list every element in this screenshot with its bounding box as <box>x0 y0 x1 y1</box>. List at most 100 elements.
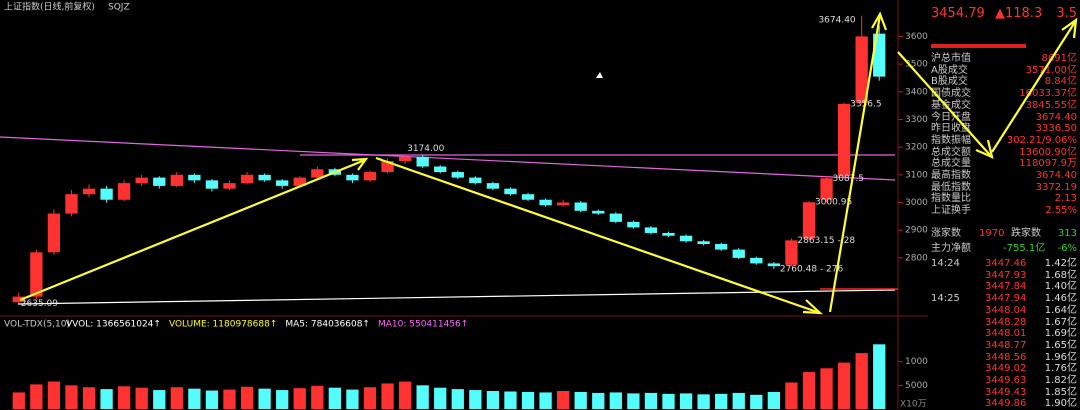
tick-row: 14:24 3447.46 1.42亿 <box>931 258 1077 270</box>
tick-row: 3449.63 1.82亿 <box>931 375 1077 387</box>
volume-bar <box>434 387 447 409</box>
price-annotation: 3087.5 <box>833 174 865 184</box>
candle-body <box>855 36 868 103</box>
volume-bar <box>311 385 324 409</box>
text: 3449.86 <box>985 398 1027 410</box>
text: 3.5 <box>1056 6 1077 21</box>
text: 1.85亿 <box>1044 386 1077 398</box>
stat-row: B股成交 8.84亿 <box>931 76 1077 88</box>
volume-bar <box>223 389 236 409</box>
volume-bar <box>328 387 342 409</box>
volume-bar <box>662 393 675 409</box>
text: 1.42亿 <box>1044 258 1077 269</box>
text: 3447.84 <box>985 281 1027 293</box>
text: 指数量比 <box>931 193 971 205</box>
candle-body <box>679 235 693 242</box>
price-annotation: 2863.15 - 28 <box>797 236 855 246</box>
text: 2.55% <box>1045 205 1077 217</box>
volume-bar <box>873 344 886 409</box>
arrow-head <box>802 299 823 315</box>
stat-row: 最低指数 3372.19 <box>931 182 1077 194</box>
text: 最高指数 <box>931 170 971 181</box>
tick-row: 3449.02 1.76亿 <box>931 363 1077 375</box>
text: 3448.77 <box>985 339 1027 351</box>
candle-body <box>276 180 289 186</box>
volume-bar <box>188 388 201 409</box>
candle-body <box>293 177 306 186</box>
volume-bar <box>205 390 219 409</box>
text: 313 <box>1057 228 1077 239</box>
cursor-marker <box>596 72 603 78</box>
trend-line <box>0 136 896 181</box>
candle-body <box>451 172 464 178</box>
candle-body <box>12 296 25 303</box>
y-tick-label: 3000 <box>905 198 928 208</box>
y-tick-label: 3200 <box>905 143 928 153</box>
price-annotation: 3000.95 <box>815 198 852 208</box>
text: 1.90亿 <box>1044 398 1077 410</box>
volume-bar <box>276 390 289 409</box>
text: 3448.04 <box>985 304 1027 316</box>
marks: 2800 2900 3000 3100 3200 3300 3400 3500 3600 2635… <box>12 15 928 409</box>
volume-bar <box>785 382 798 409</box>
volume-bar <box>609 392 622 409</box>
candle-body <box>662 232 675 236</box>
candle-body <box>521 194 535 200</box>
breadth-row: 涨家数 1970 跌家数 313 <box>931 228 1077 240</box>
stat-row: A股成交 3571.00亿 <box>931 65 1077 77</box>
y-tick-label: 2900 <box>905 226 928 236</box>
quote-header: 3454.79 ▲118.3 3.5 <box>931 6 1077 24</box>
text: 3447.94 <box>985 293 1027 305</box>
text: 涨家数 <box>931 228 961 239</box>
candle-body <box>434 166 447 173</box>
candle-body <box>785 240 798 265</box>
candle-body <box>644 227 658 233</box>
text: 3448.01 <box>985 328 1027 340</box>
volume-bar <box>65 385 78 409</box>
candle-body <box>416 156 429 167</box>
volume-bar <box>556 391 570 409</box>
candle-body <box>363 172 377 181</box>
stat-row: 最高指数 3674.40 <box>931 170 1077 182</box>
text: 总成交额 <box>931 146 971 158</box>
text: 1.82亿 <box>1044 375 1077 386</box>
volume-unit: X10万 <box>900 400 927 410</box>
volume-bar <box>574 391 587 409</box>
volume-title: VOL-TDX(5,10) <box>4 320 70 330</box>
text: 3372.19 <box>1035 181 1077 193</box>
trend-line <box>17 289 896 305</box>
candle-body <box>188 174 201 181</box>
candle-body <box>153 177 166 186</box>
text: 基金成交 <box>931 99 971 111</box>
stat-row: 总成交额 13600.90亿 <box>931 147 1077 159</box>
volume-bar <box>627 393 640 409</box>
text: 上证换手 <box>931 205 971 217</box>
text: 13600.90亿 <box>1019 146 1077 158</box>
chart-title: 上证指数(日线,前复权) <box>4 1 95 13</box>
volume-bar <box>381 383 394 409</box>
text: 1.68亿 <box>1044 269 1077 281</box>
legend-entry: MA10: 550411456↑ <box>378 320 468 330</box>
text: 302.21/9.06% <box>1006 134 1077 146</box>
volume-bar <box>82 387 96 409</box>
tick-row: 14:25 3447.94 1.46亿 <box>931 293 1077 305</box>
volume-bar <box>469 390 482 409</box>
volume-bar <box>592 392 605 409</box>
volume-bar <box>539 392 552 409</box>
y-tick-label: 3100 <box>905 170 928 180</box>
tick-row: 3448.77 1.65亿 <box>931 340 1077 352</box>
volume-bar <box>12 392 25 409</box>
volume-bar <box>837 362 851 409</box>
volume-bar <box>732 392 745 409</box>
candle-body <box>802 202 816 239</box>
y-tick-label: 2800 <box>905 253 928 263</box>
arrow <box>19 158 366 302</box>
text: 沪总市值 <box>931 53 971 64</box>
legend-entry: VOLUME: 1180978688↑ <box>169 320 277 330</box>
y-tick-label: 5000 <box>905 381 928 391</box>
candle-body <box>732 249 745 258</box>
candle-body <box>346 174 359 181</box>
stat-row: 上证换手 2.55% <box>931 205 1077 217</box>
candle-body <box>592 210 605 214</box>
price-annotation: 3174.00 <box>407 144 444 154</box>
